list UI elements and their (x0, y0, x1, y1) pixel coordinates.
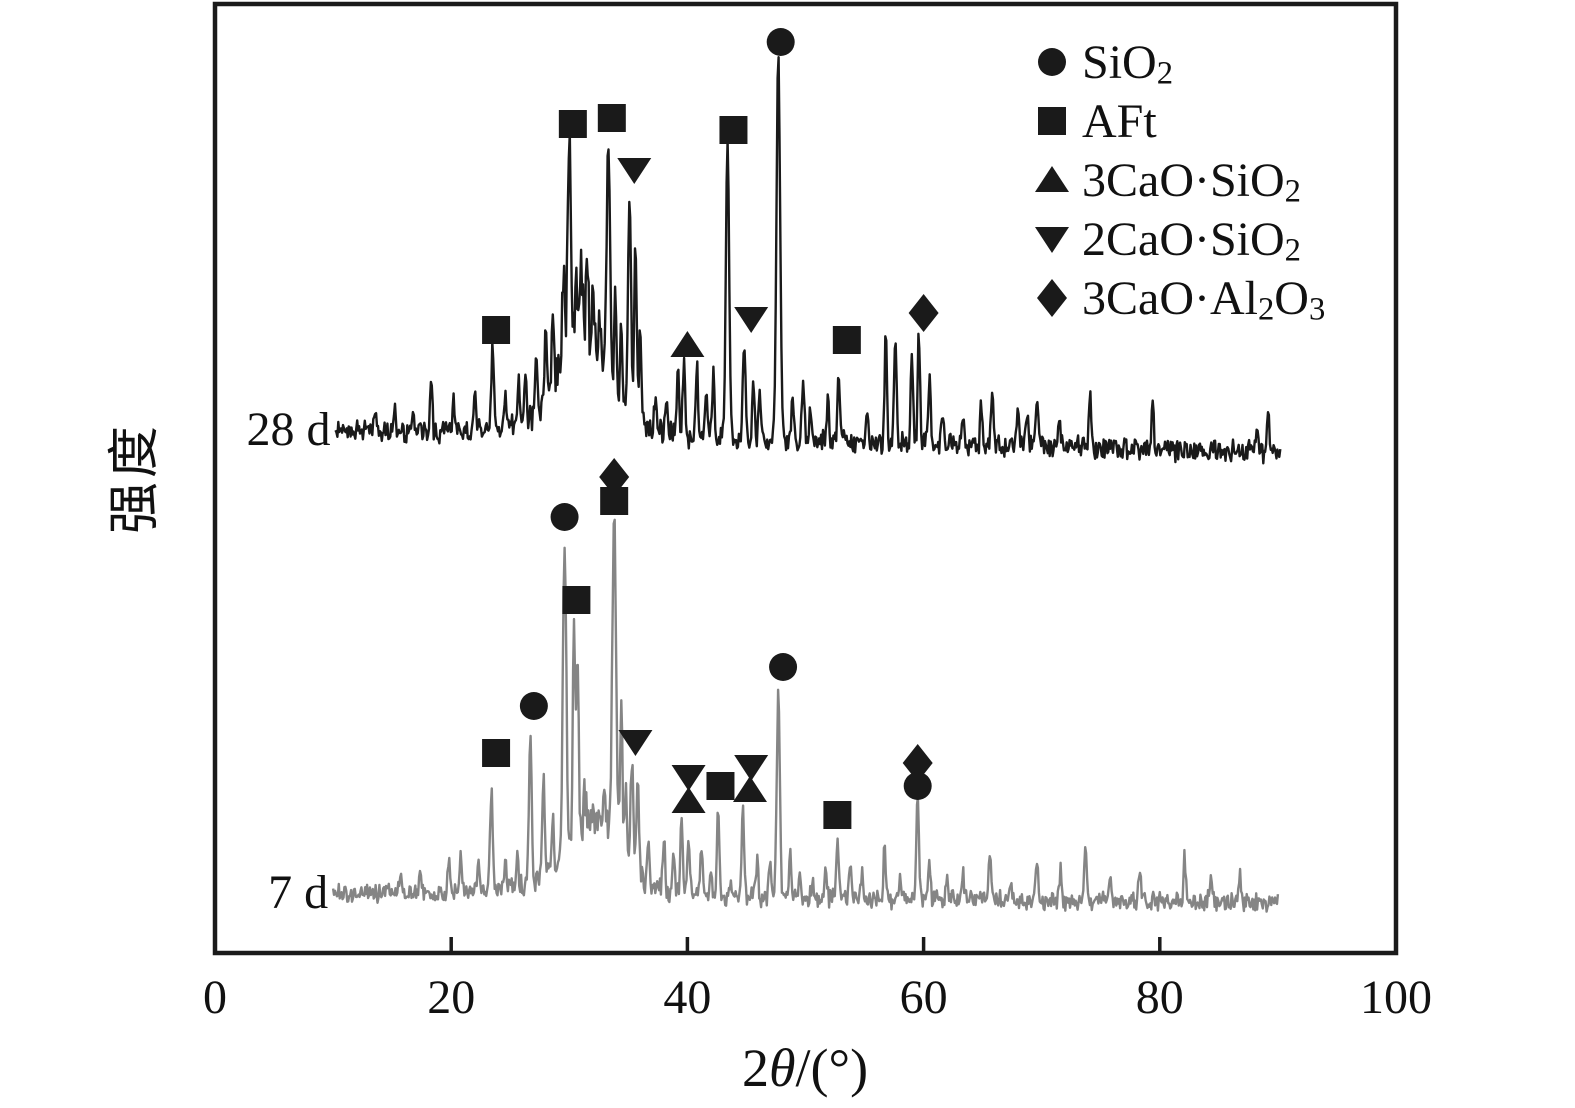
x-axis-label: 2θ/(°) (742, 1038, 868, 1098)
phase-marker-triangle-up-icon (732, 776, 767, 802)
phase-marker-triangle-down-icon (734, 755, 769, 781)
phase-marker-square-icon (562, 586, 591, 614)
legend-label: AFt (1082, 95, 1157, 148)
y-axis-label: 强度 (107, 422, 164, 534)
legend-label: 3CaO·Al2O3 (1082, 272, 1325, 328)
legend-item: SiO2 (1038, 36, 1173, 92)
trace-7d (331, 518, 1280, 913)
trace-28d (334, 56, 1282, 465)
phase-marker-triangle-down-icon (734, 307, 769, 333)
series-label-7d: 7 d (268, 866, 328, 919)
x-tick-label: 100 (1360, 971, 1432, 1024)
phase-marker-square-icon (482, 739, 511, 767)
phase-marker-square-icon (706, 772, 735, 800)
legend-item: 3CaO·SiO2 (1035, 154, 1301, 210)
x-tick-label: 80 (1136, 971, 1184, 1024)
x-tick-label: 0 (203, 971, 227, 1024)
x-tick-label: 20 (427, 971, 475, 1024)
series-label-28d: 28 d (246, 403, 330, 456)
phase-marker-square-icon (823, 801, 852, 829)
legend-item: AFt (1038, 95, 1157, 148)
phase-marker-circle-icon (1038, 48, 1066, 76)
phase-marker-triangle-up-icon (1035, 166, 1069, 192)
phase-marker-square-icon (719, 116, 748, 144)
phase-marker-diamond-icon (1037, 279, 1067, 317)
phase-marker-square-icon (832, 326, 861, 354)
phase-marker-square-icon (600, 487, 629, 515)
phase-marker-triangle-down-icon (671, 765, 706, 791)
phase-marker-square-icon (558, 110, 587, 138)
plot-border (212, 1, 1399, 956)
phase-marker-triangle-down-icon (617, 158, 652, 184)
phase-marker-diamond-icon (908, 294, 939, 332)
phase-marker-square-icon (1038, 107, 1066, 135)
phase-marker-circle-icon (903, 772, 932, 800)
phase-marker-circle-icon (519, 692, 548, 720)
phase-marker-diamond-icon (599, 458, 630, 496)
phase-marker-circle-icon (769, 653, 798, 681)
legend-label: SiO2 (1082, 36, 1173, 92)
phase-marker-triangle-down-icon (618, 730, 653, 756)
legend-label: 2CaO·SiO2 (1082, 213, 1301, 269)
legend-label: 3CaO·SiO2 (1082, 154, 1301, 210)
legend-item: 3CaO·Al2O3 (1037, 272, 1325, 328)
phase-marker-diamond-icon (902, 744, 933, 782)
x-tick-label: 40 (663, 971, 711, 1024)
legend-item: 2CaO·SiO2 (1035, 213, 1301, 269)
phase-marker-triangle-down-icon (1035, 227, 1069, 253)
phase-marker-circle-icon (550, 503, 579, 531)
phase-marker-circle-icon (766, 28, 795, 56)
phase-marker-triangle-up-icon (671, 787, 706, 813)
phase-marker-triangle-up-icon (670, 331, 705, 357)
phase-marker-square-icon (597, 104, 626, 132)
x-tick-label: 60 (900, 971, 948, 1024)
phase-marker-square-icon (482, 316, 511, 344)
